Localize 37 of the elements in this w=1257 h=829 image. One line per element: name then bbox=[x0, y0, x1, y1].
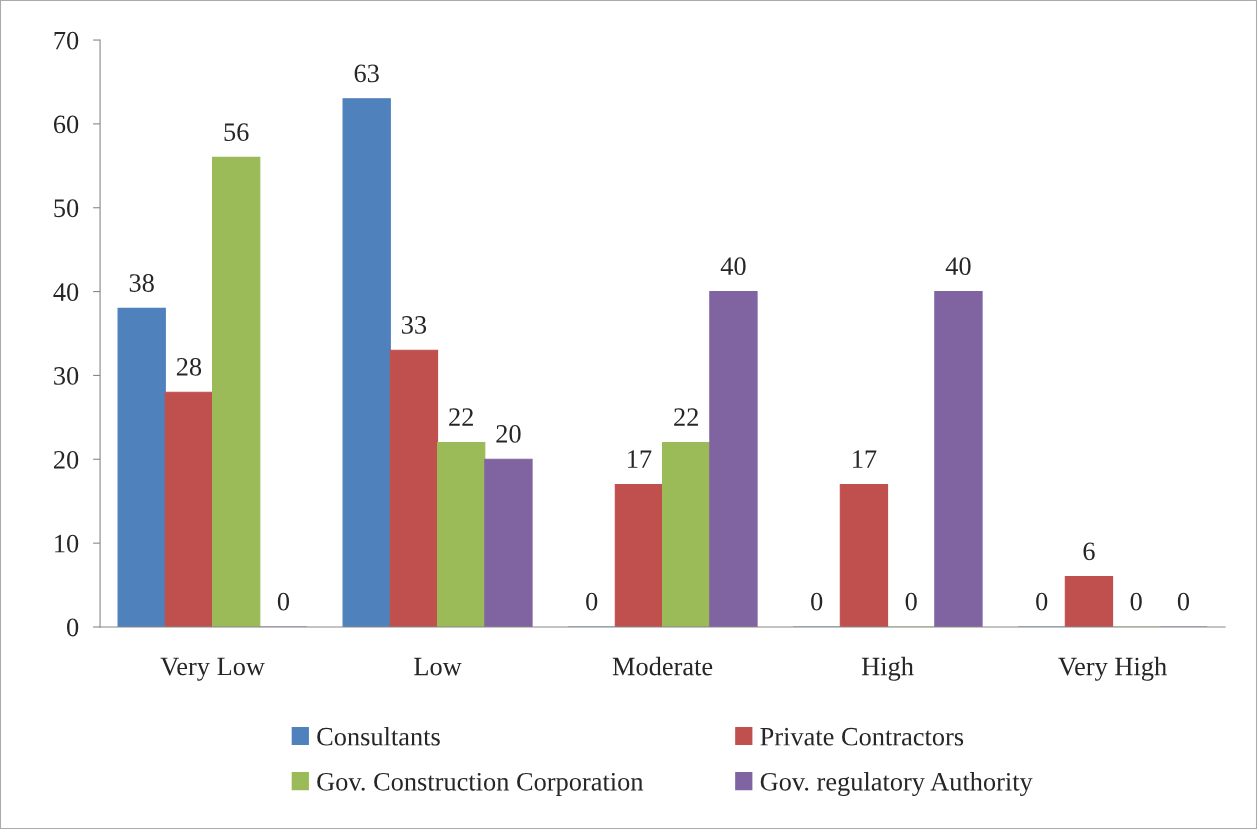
data-label: 0 bbox=[1036, 592, 1048, 611]
legend-label: Consultants bbox=[317, 727, 440, 746]
x-tick-label: High bbox=[861, 656, 914, 681]
data-label: 20 bbox=[496, 425, 521, 443]
y-tick-label: 40 bbox=[53, 283, 79, 301]
data-label: 40 bbox=[720, 257, 746, 276]
legend-label: Private Contractors bbox=[760, 727, 964, 746]
data-label: 0 bbox=[1130, 592, 1142, 611]
y-tick-label: 30 bbox=[54, 367, 79, 385]
y-tick-label: 60 bbox=[53, 115, 79, 134]
legend-label: Gov. Construction Corporation bbox=[317, 772, 644, 796]
data-label: 0 bbox=[586, 592, 598, 611]
data-label: 28 bbox=[176, 357, 202, 376]
data-label: 0 bbox=[905, 592, 917, 611]
legend-label: Gov. regulatory Authority bbox=[760, 772, 1033, 797]
data-label: 40 bbox=[945, 257, 971, 276]
data-label: 38 bbox=[129, 274, 154, 292]
data-label: 6 bbox=[1083, 542, 1095, 561]
data-label: 56 bbox=[224, 123, 249, 141]
y-tick-label: 0 bbox=[67, 618, 79, 637]
x-tick-label: Low bbox=[414, 657, 462, 676]
y-tick-label: 70 bbox=[54, 31, 79, 50]
data-label: 0 bbox=[1177, 592, 1190, 611]
data-label: 17 bbox=[853, 450, 877, 468]
data-label: 0 bbox=[811, 592, 823, 611]
x-tick-label: Very Low bbox=[160, 657, 265, 681]
x-tick-label: Moderate bbox=[612, 656, 713, 676]
data-label: 17 bbox=[628, 450, 652, 468]
data-label: 63 bbox=[354, 64, 379, 83]
y-tick-label: 10 bbox=[55, 534, 79, 553]
data-label: 22 bbox=[674, 408, 698, 426]
data-label: 0 bbox=[277, 592, 290, 611]
data-label: 22 bbox=[449, 408, 473, 426]
data-label: 33 bbox=[402, 316, 427, 334]
y-tick-label: 20 bbox=[53, 450, 79, 469]
x-tick-label: Very High bbox=[1058, 656, 1167, 681]
y-tick-label: 50 bbox=[54, 199, 79, 218]
